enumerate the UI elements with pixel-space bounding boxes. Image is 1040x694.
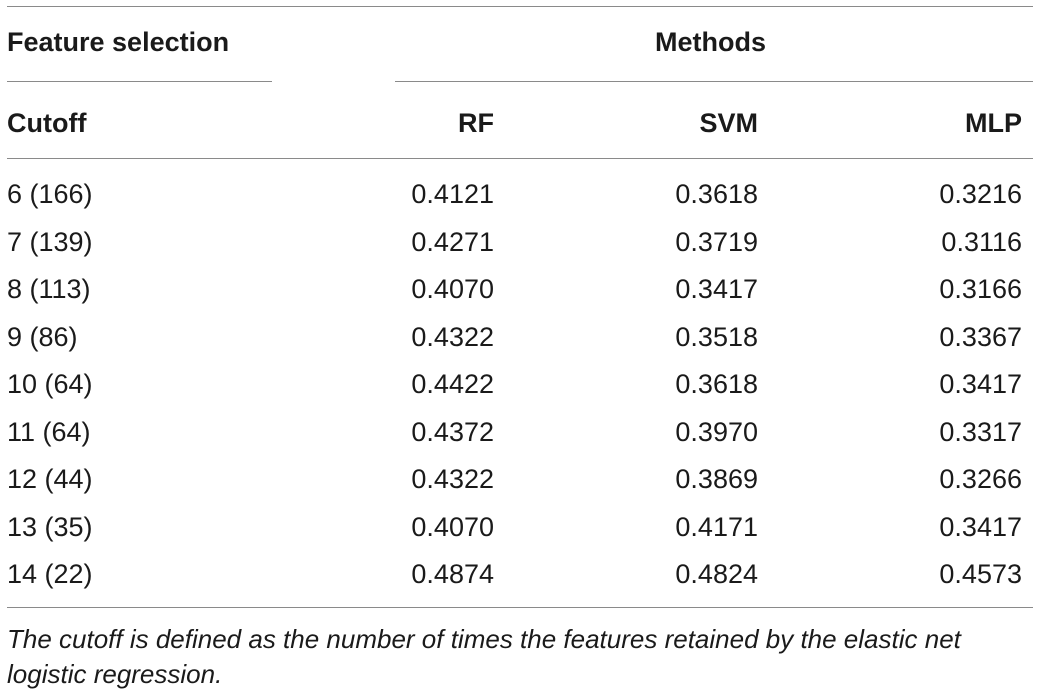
cell-mlp: 0.3116 bbox=[941, 227, 1022, 257]
cell-mlp: 0.3266 bbox=[939, 464, 1022, 494]
cell-svm: 0.3417 bbox=[675, 274, 758, 304]
cell-cutoff: 6 (166) bbox=[7, 179, 93, 209]
cell-svm: 0.3869 bbox=[675, 464, 758, 494]
cell-rf: 0.4322 bbox=[411, 322, 494, 352]
cell-svm: 0.3719 bbox=[675, 227, 758, 257]
cell-cutoff: 13 (35) bbox=[7, 512, 93, 542]
cell-svm: 0.4171 bbox=[675, 512, 758, 542]
cell-mlp: 0.4573 bbox=[939, 559, 1022, 589]
cell-svm: 0.3618 bbox=[675, 179, 758, 209]
column-header-mlp: MLP bbox=[965, 108, 1022, 138]
cell-cutoff: 11 (64) bbox=[7, 417, 91, 447]
cell-mlp: 0.3367 bbox=[939, 322, 1022, 352]
column-header-cutoff: Cutoff bbox=[7, 108, 87, 138]
cell-cutoff: 8 (113) bbox=[7, 274, 91, 304]
feature-selection-underline bbox=[7, 81, 272, 82]
cell-rf: 0.4121 bbox=[411, 179, 494, 209]
cell-cutoff: 10 (64) bbox=[7, 369, 93, 399]
cell-svm: 0.3618 bbox=[675, 369, 758, 399]
cell-svm: 0.3970 bbox=[675, 417, 758, 447]
group-header-methods: Methods bbox=[655, 27, 766, 57]
cell-mlp: 0.3166 bbox=[939, 274, 1022, 304]
cell-rf: 0.4372 bbox=[411, 417, 494, 447]
cell-rf: 0.4422 bbox=[411, 369, 494, 399]
cell-rf: 0.4070 bbox=[411, 274, 494, 304]
cell-mlp: 0.3417 bbox=[939, 512, 1022, 542]
cell-mlp: 0.3417 bbox=[939, 369, 1022, 399]
top-rule bbox=[7, 6, 1033, 7]
header-rule bbox=[7, 158, 1033, 159]
cell-svm: 0.3518 bbox=[675, 322, 758, 352]
cell-rf: 0.4874 bbox=[411, 559, 494, 589]
cell-cutoff: 14 (22) bbox=[7, 559, 93, 589]
cell-rf: 0.4070 bbox=[411, 512, 494, 542]
column-header-svm: SVM bbox=[699, 108, 758, 138]
bottom-rule bbox=[7, 607, 1033, 608]
cell-cutoff: 7 (139) bbox=[7, 227, 93, 257]
cell-mlp: 0.3216 bbox=[939, 179, 1022, 209]
group-header-feature-selection: Feature selection bbox=[7, 27, 230, 57]
column-header-rf: RF bbox=[458, 108, 494, 138]
cell-cutoff: 9 (86) bbox=[7, 322, 78, 352]
cell-rf: 0.4322 bbox=[411, 464, 494, 494]
cell-rf: 0.4271 bbox=[411, 227, 494, 257]
cell-svm: 0.4824 bbox=[675, 559, 758, 589]
table-footnote: The cutoff is defined as the number of t… bbox=[7, 624, 961, 689]
methods-underline bbox=[395, 81, 1033, 82]
cell-mlp: 0.3317 bbox=[939, 417, 1022, 447]
cell-cutoff: 12 (44) bbox=[7, 464, 93, 494]
